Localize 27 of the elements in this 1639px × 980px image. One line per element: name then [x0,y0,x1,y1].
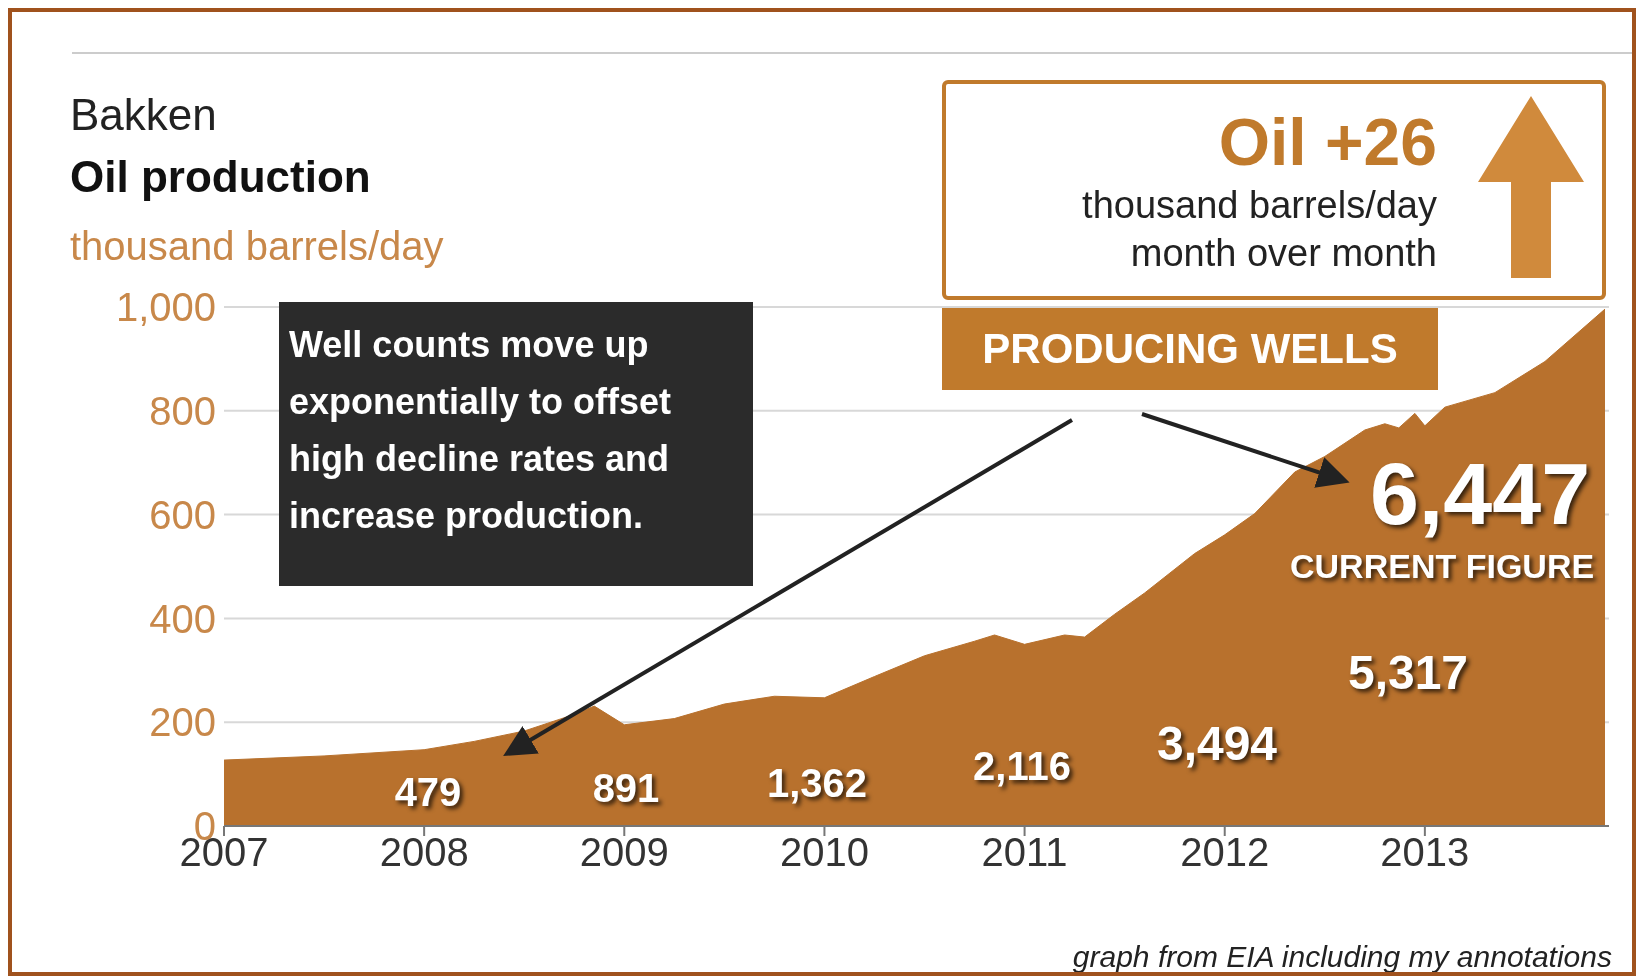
chart-title: Bakken [70,90,217,140]
annotation: 6,447 [1369,443,1591,545]
y-tick-label: 400 [149,596,216,641]
annotation: 891 [592,765,660,811]
x-tick-label: 2013 [1380,830,1470,875]
x-tick-label: 2011 [981,830,1068,875]
y-tick-label: 1,000 [115,285,216,330]
x-tick-label: 2010 [779,830,869,875]
annotation: 2,116 [973,743,1071,789]
annotation: CURRENT FIGURE [1290,547,1595,586]
annotation: Well counts move up exponentially to offset high decline rates and increase production. [279,302,753,586]
x-tick-label: 2012 [1180,830,1270,875]
text: Oil +26 [1218,104,1437,180]
y-tick-label: 800 [149,389,216,433]
x-tick-label: 2009 [579,830,669,875]
y-tick-label: 200 [149,700,216,745]
text: month over month [1130,232,1437,275]
x-tick-label: 2008 [379,830,469,875]
y-tick-label: 600 [149,492,216,537]
chart-subtitle: Oil production [70,152,371,202]
annotation: 3,494 [1156,715,1278,771]
annotation: 5,317 [1347,644,1469,700]
annotation: 479 [394,769,462,815]
annotation: 1,362 [766,760,868,806]
annotation: PRODUCING WELLS [942,308,1438,390]
y-axis-title: thousand barrels/day [70,224,444,269]
text: thousand barrels/day [1082,184,1437,227]
